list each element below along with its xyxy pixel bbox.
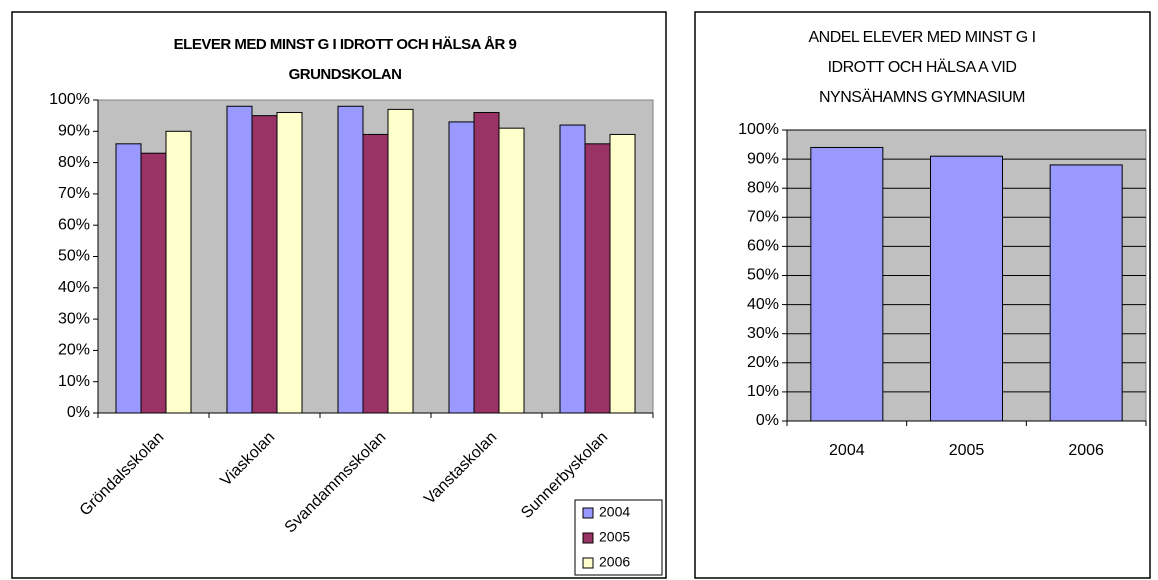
y-tick-label: 40% — [747, 296, 779, 313]
y-tick-label: 60% — [747, 238, 779, 255]
y-tick-label: 20% — [58, 342, 90, 359]
legend-label: 2006 — [599, 554, 630, 570]
chart-title: ELEVER MED MINST G I IDROTT OCH HÄLSA ÅR… — [174, 36, 517, 53]
bar — [140, 152, 167, 414]
bar — [448, 121, 475, 414]
bar — [473, 112, 500, 414]
legend-label: 2004 — [599, 504, 630, 520]
bar — [251, 115, 278, 414]
y-tick-label: 90% — [58, 123, 90, 140]
bar — [115, 143, 142, 414]
y-tick-label: 40% — [58, 279, 90, 296]
y-tick-label: 80% — [747, 179, 779, 196]
bar — [584, 143, 611, 414]
bar — [810, 146, 884, 422]
y-tick-label: 90% — [747, 150, 779, 167]
y-tick-label: 50% — [58, 248, 90, 265]
bar — [559, 124, 586, 414]
bar — [276, 112, 303, 414]
legend-swatch — [582, 557, 594, 569]
x-tick-label: 2006 — [1068, 442, 1104, 459]
y-tick-label: 10% — [58, 373, 90, 390]
y-tick-label: 70% — [747, 209, 779, 226]
bar — [609, 133, 636, 414]
x-tick-label: 2004 — [829, 442, 865, 459]
chart-title: NYNSÄHAMNS GYMNASIUM — [819, 88, 1025, 106]
y-tick-label: 100% — [738, 121, 779, 138]
bar — [1049, 164, 1123, 422]
y-tick-label: 0% — [67, 404, 90, 421]
y-tick-label: 100% — [49, 91, 90, 108]
x-tick-label: 2005 — [949, 442, 985, 459]
legend-swatch — [582, 532, 594, 544]
bar — [337, 105, 364, 414]
y-tick-label: 70% — [58, 185, 90, 202]
bar — [165, 130, 192, 414]
chart-title: ANDEL ELEVER MED MINST G I — [808, 29, 1035, 46]
y-tick-label: 30% — [747, 325, 779, 342]
y-tick-label: 80% — [58, 154, 90, 171]
bar — [362, 133, 389, 414]
y-tick-label: 10% — [747, 383, 779, 400]
y-tick-label: 50% — [747, 267, 779, 284]
y-tick-label: 30% — [58, 310, 90, 327]
bar — [930, 155, 1003, 422]
chart-title: IDROTT OCH HÄLSA A VID — [828, 58, 1017, 76]
bar — [387, 108, 414, 414]
legend-swatch — [582, 507, 594, 519]
y-tick-label: 0% — [756, 412, 779, 429]
y-tick-label: 60% — [58, 216, 90, 233]
bar — [226, 105, 253, 414]
y-tick-label: 20% — [747, 354, 779, 371]
chart-title: GRUNDSKOLAN — [289, 66, 402, 83]
legend-label: 2005 — [599, 529, 630, 545]
bar — [498, 127, 525, 414]
